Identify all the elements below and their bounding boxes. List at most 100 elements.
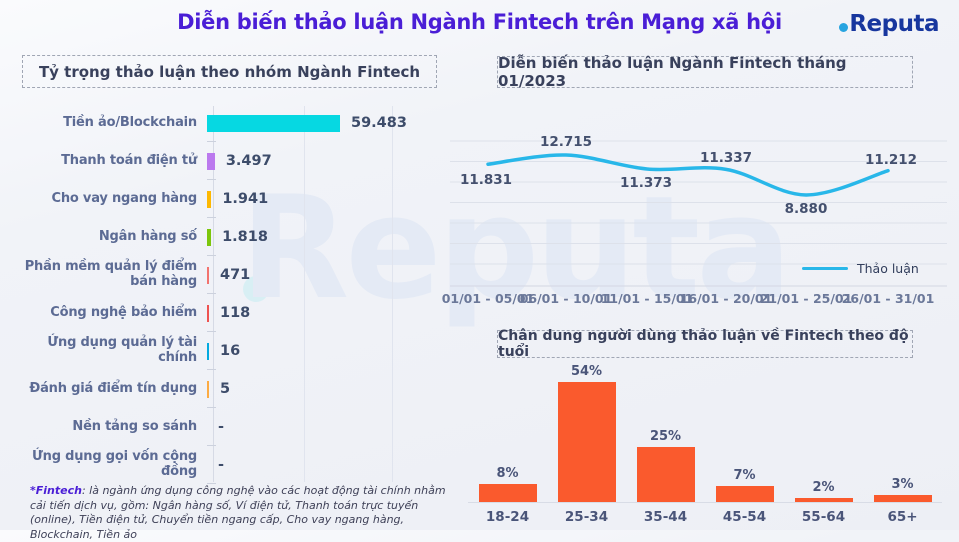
- bar-row: Ứng dụng quản lý tài chính 16: [22, 332, 454, 370]
- bar-row: Đánh giá điểm tín dụng 5: [22, 370, 454, 408]
- bar-column: 25%: [626, 428, 705, 502]
- page-title: Diễn biến thảo luận Ngành Fintech trên M…: [177, 10, 782, 34]
- category-label: Ngân hàng số: [98, 228, 197, 244]
- bar[interactable]: [207, 190, 212, 208]
- horizontal-gridlines: [450, 140, 947, 287]
- trend-svg: 11.831 12.715 11.373 11.337 8.880 11.212: [450, 134, 947, 287]
- category-label: Cho vay ngang hàng: [51, 190, 197, 206]
- logo-text: Reputa: [849, 11, 939, 37]
- bar[interactable]: [207, 304, 209, 322]
- age-tick-label: 25-34: [564, 509, 609, 525]
- bar[interactable]: [557, 382, 616, 502]
- watermark: Reputa: [240, 166, 792, 331]
- x-tick-label: 26/01 - 31/01: [841, 291, 935, 306]
- legend-line-icon: [802, 267, 848, 270]
- bar-row: Cho vay ngang hàng 1.941: [22, 180, 454, 218]
- percent-label: 25%: [649, 428, 682, 444]
- bar-column: 54%: [547, 364, 626, 502]
- left-chart-header: Tỷ trọng thảo luận theo nhóm Ngành Finte…: [22, 55, 437, 88]
- bar[interactable]: [794, 497, 853, 502]
- bar-row: Phần mềm quản lý điểm bán hàng 471: [22, 256, 454, 294]
- bar-column: 2%: [784, 480, 863, 502]
- age-tick-label: 55-64: [801, 509, 846, 525]
- x-tick-label: 21/01 - 25/01: [759, 291, 853, 306]
- percent-label: 2%: [812, 479, 835, 495]
- category-label: Nền tảng so sánh: [72, 418, 197, 434]
- value-label: 471: [220, 267, 251, 283]
- gridline: [213, 106, 214, 482]
- bar-row: Nền tảng so sánh -: [22, 408, 454, 446]
- age-tick-label: 18-24: [485, 509, 530, 525]
- logo-dot-icon: [839, 23, 849, 32]
- footnote-term: *Fintech: [30, 484, 82, 497]
- gridline: [304, 106, 305, 482]
- value-label: 59.483: [351, 115, 407, 131]
- value-label: 118: [220, 305, 251, 321]
- age-distribution-bar-chart: 8% 54% 25% 7% 2% 3% 18-24 25-34 35-44 45…: [468, 364, 942, 525]
- point-value-label: 11.831: [460, 172, 512, 188]
- fintech-group-bar-chart: Tiền ảo/Blockchain 59.483 Thanh toán điệ…: [22, 104, 454, 484]
- value-label: -: [218, 457, 225, 473]
- age-chart-header: Chân dung người dùng thảo luận về Fintec…: [497, 328, 913, 360]
- point-value-label: 8.880: [785, 201, 828, 217]
- category-label: Phần mềm quản lý điểm bán hàng: [24, 259, 197, 289]
- bar-column: 7%: [705, 468, 784, 502]
- point-value-label: 12.715: [540, 134, 592, 150]
- discussion-trend-line-chart: 11.831 12.715 11.373 11.337 8.880 11.212…: [442, 115, 950, 315]
- bar[interactable]: [873, 495, 932, 502]
- category-label: Ứng dụng gọi vốn cộng đồng: [32, 449, 197, 479]
- age-tick-label: 35-44: [643, 509, 688, 525]
- category-label: Thanh toán điện tử: [61, 152, 197, 168]
- x-tick-label: 16/01 - 20/01: [679, 291, 773, 306]
- x-tick-label: 11/01 - 15/01: [600, 291, 694, 306]
- watermark-dot-icon: [243, 276, 269, 302]
- x-axis-labels: 01/01 - 05/01 06/01 - 10/01 11/01 - 15/0…: [442, 291, 950, 307]
- bar-column: 8%: [468, 466, 547, 502]
- value-label: 5: [220, 381, 231, 397]
- percent-label: 8%: [496, 466, 519, 482]
- point-value-label: 11.373: [620, 175, 672, 191]
- legend-label: Thảo luận: [857, 261, 919, 276]
- bar-column: 3%: [863, 477, 942, 502]
- x-tick-label: 01/01 - 05/01: [441, 291, 535, 306]
- value-label: 1.941: [222, 191, 269, 207]
- gridline: [392, 106, 393, 482]
- footnote-text: : là ngành ứng dụng công nghệ vào các ho…: [30, 484, 446, 541]
- age-axis-labels: 18-24 25-34 35-44 45-54 55-64 65+: [468, 503, 942, 525]
- brand-logo[interactable]: Reputa: [839, 13, 939, 36]
- bar-row: Thanh toán điện tử 3.497: [22, 142, 454, 180]
- trend-line[interactable]: [486, 153, 890, 197]
- bar[interactable]: [636, 446, 695, 502]
- category-label: Ứng dụng quản lý tài chính: [47, 335, 197, 365]
- bar[interactable]: [207, 152, 215, 170]
- bar[interactable]: [715, 486, 774, 502]
- bar[interactable]: [207, 342, 209, 360]
- age-tick-label: 45-54: [722, 509, 767, 525]
- percent-label: 7%: [733, 468, 756, 484]
- percent-label: 54%: [570, 364, 603, 380]
- percent-label: 3%: [891, 477, 914, 493]
- category-label: Tiền ảo/Blockchain: [63, 114, 197, 130]
- bar-row: Công nghệ bảo hiểm 118: [22, 294, 454, 332]
- category-label: Đánh giá điểm tín dụng: [29, 380, 197, 396]
- value-label: 3.497: [225, 153, 272, 169]
- bar[interactable]: [207, 266, 209, 284]
- value-label: 1.818: [222, 229, 268, 245]
- age-bars: 8% 54% 25% 7% 2% 3%: [468, 364, 942, 503]
- bar-row: Ngân hàng số 1.818: [22, 218, 454, 256]
- point-value-label: 11.337: [700, 150, 752, 166]
- bar[interactable]: [207, 228, 212, 246]
- legend[interactable]: Thảo luận: [802, 261, 919, 276]
- bar-row: Ứng dụng gọi vốn cộng đồng -: [22, 446, 454, 484]
- bar[interactable]: [207, 114, 340, 132]
- value-label: 16: [220, 343, 241, 359]
- point-value-label: 11.212: [865, 152, 917, 168]
- line-chart-header: Diễn biến thảo luận Ngành Fintech tháng …: [497, 54, 913, 90]
- bar[interactable]: [478, 484, 537, 502]
- bar-row: Tiền ảo/Blockchain 59.483: [22, 104, 454, 142]
- age-tick-label: 65+: [887, 509, 918, 525]
- category-label: Công nghệ bảo hiểm: [50, 304, 197, 320]
- bar[interactable]: [207, 380, 209, 398]
- fintech-footnote: *Fintech: là ngành ứng dụng công nghệ và…: [30, 484, 455, 542]
- value-label: -: [218, 419, 225, 435]
